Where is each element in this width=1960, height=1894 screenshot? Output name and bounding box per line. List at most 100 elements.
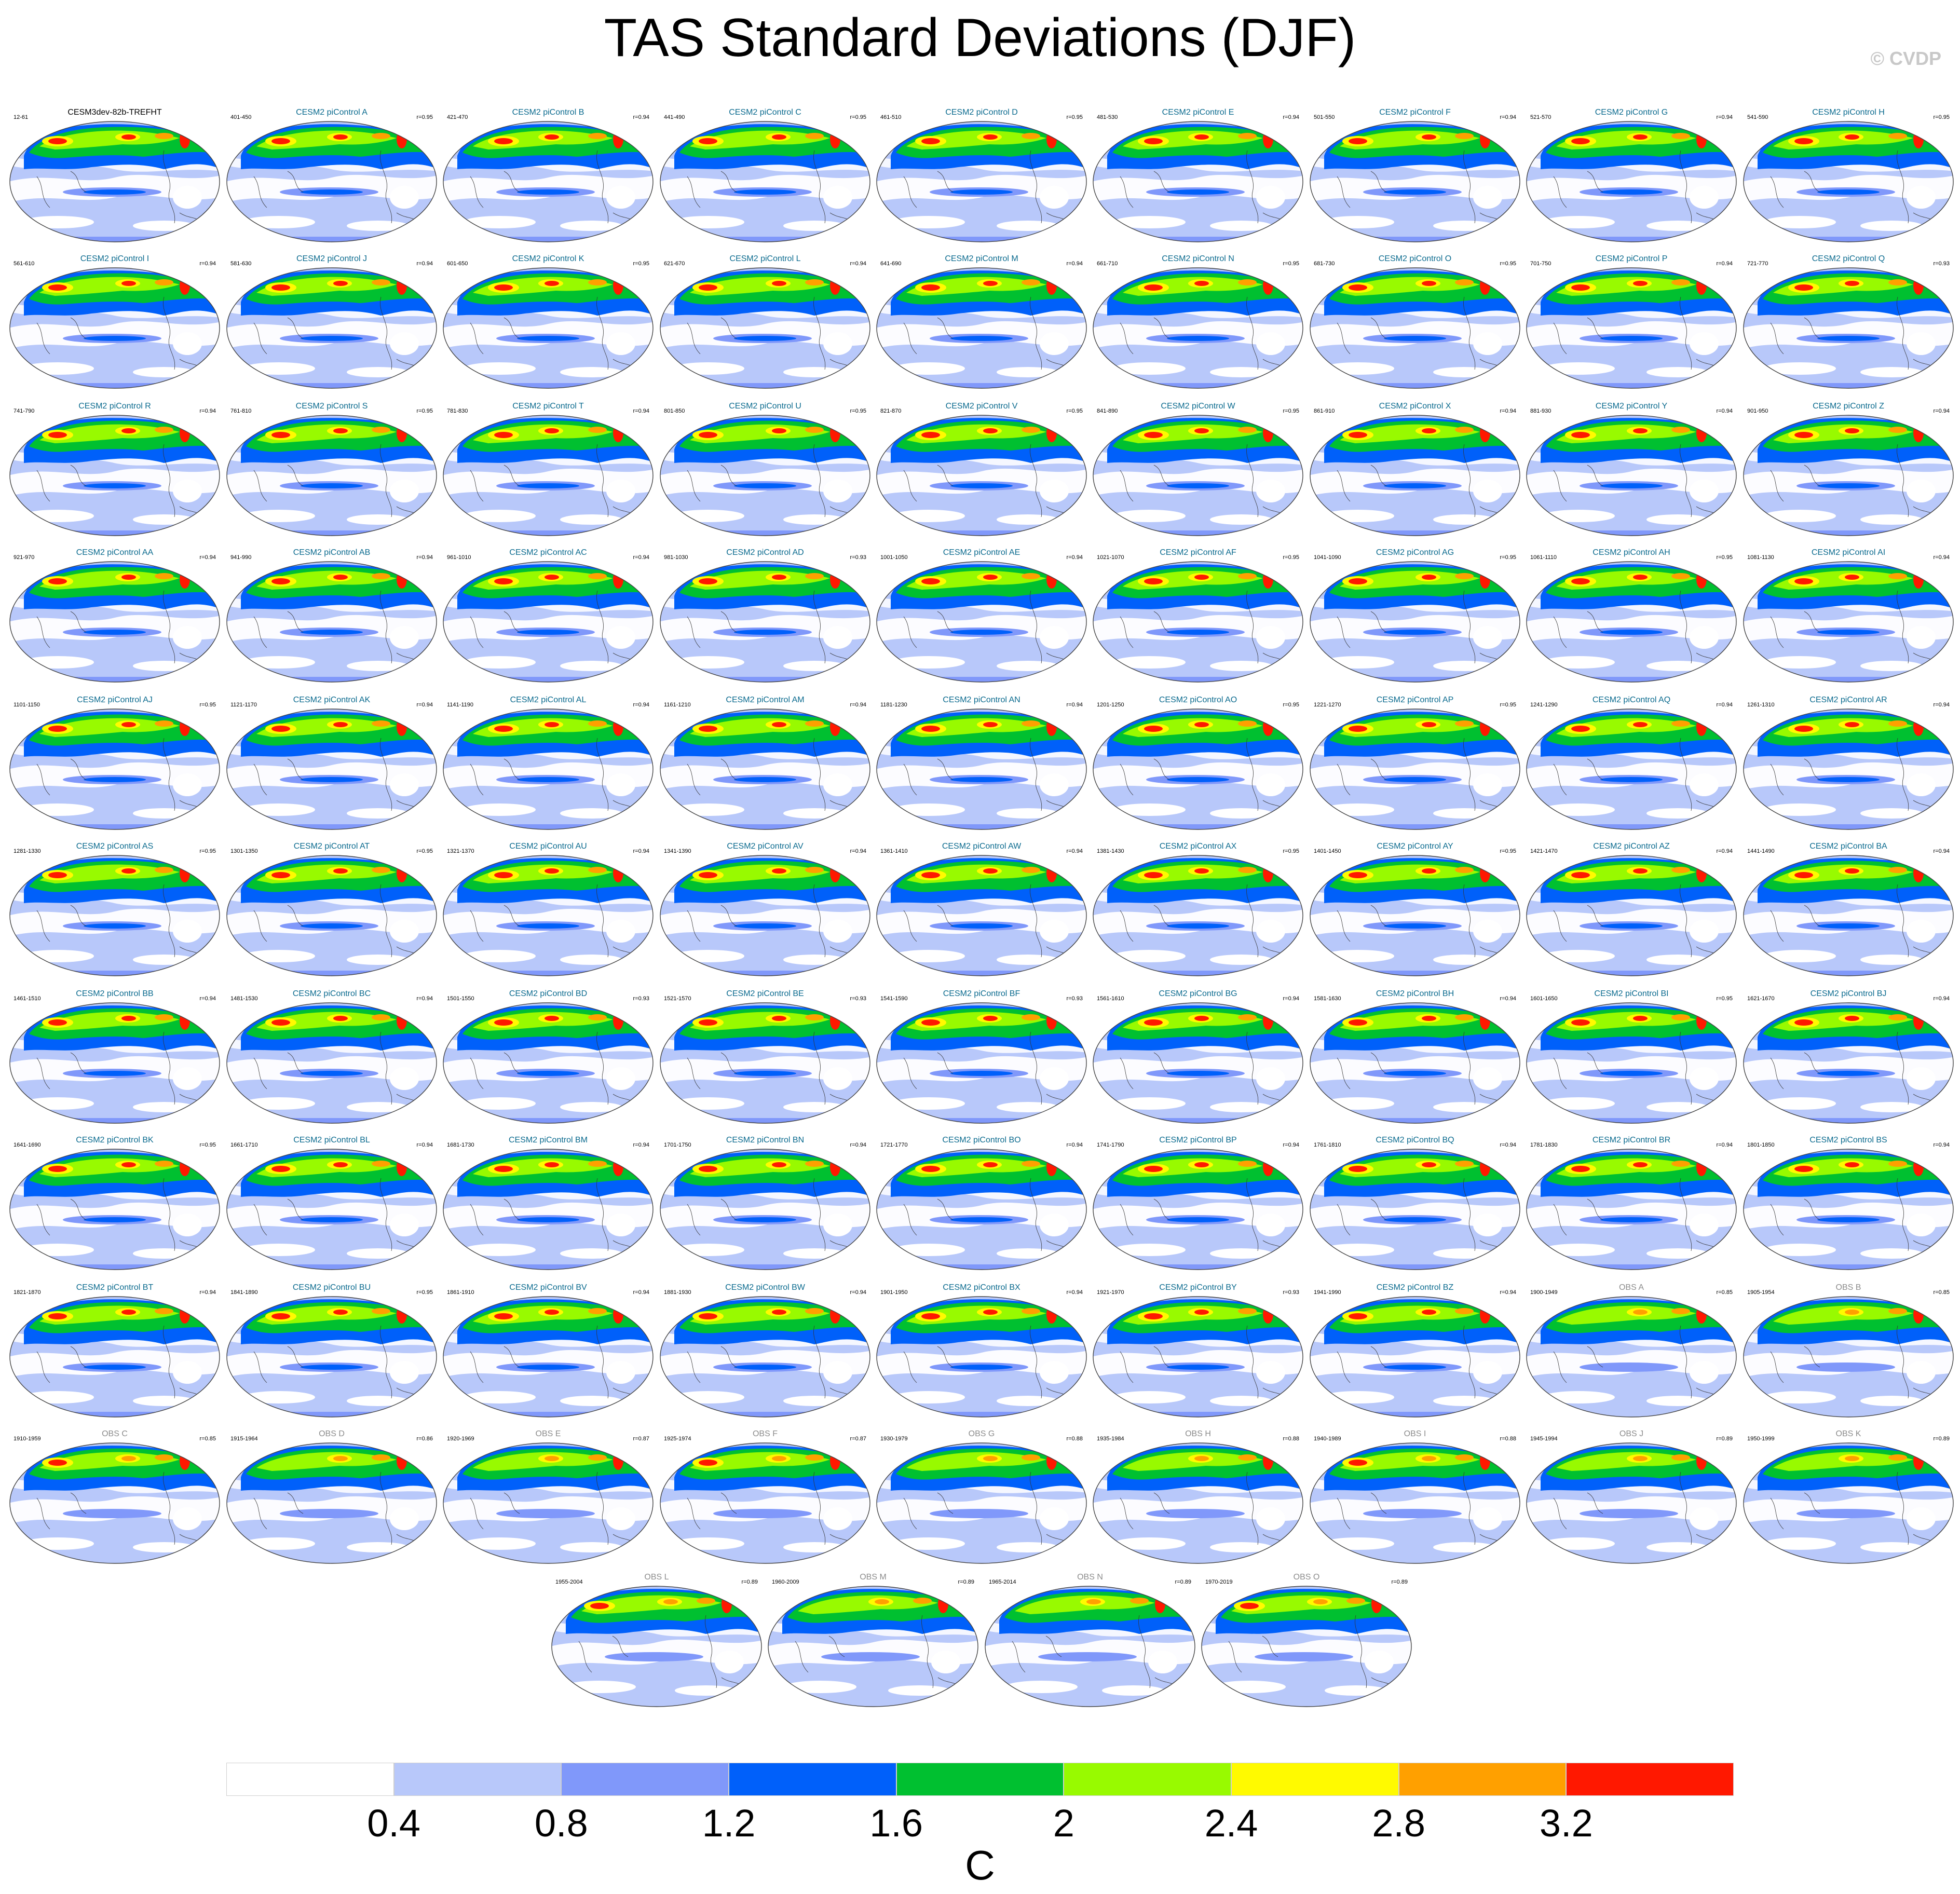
low-variance-patch bbox=[1256, 480, 1285, 502]
global-map bbox=[1093, 267, 1303, 389]
panel-years: 721-770 bbox=[1747, 261, 1768, 267]
panel-pattern-correlation: r=0.94 bbox=[1716, 1142, 1733, 1148]
global-map bbox=[443, 267, 654, 389]
panel-title: CESM2 piControl AC bbox=[509, 548, 587, 557]
panel-title: CESM2 piControl BY bbox=[1159, 1283, 1237, 1292]
low-variance-patch bbox=[1040, 186, 1069, 209]
max-variance-patch bbox=[155, 427, 173, 433]
global-map bbox=[1093, 121, 1303, 242]
panel-title: CESM2 piControl BG bbox=[1159, 989, 1237, 998]
nh-land-level-3 bbox=[1231, 1595, 1371, 1614]
max-variance-core bbox=[48, 872, 67, 878]
colorbar-tick-label: 0.4 bbox=[367, 1802, 421, 1845]
panel-title: CESM2 piControl D bbox=[945, 108, 1018, 117]
map-outline bbox=[876, 1442, 1087, 1564]
global-map bbox=[443, 1002, 654, 1124]
max-variance-patch bbox=[588, 1308, 607, 1314]
max-variance-core bbox=[772, 1310, 786, 1315]
panel-title: CESM2 piControl BD bbox=[509, 989, 588, 998]
low-variance-patch bbox=[1322, 510, 1394, 522]
panel-pattern-correlation: r=0.94 bbox=[850, 261, 867, 267]
low-variance-patch bbox=[892, 1537, 965, 1550]
low-variance-patch bbox=[242, 803, 315, 816]
low-variance-patch bbox=[560, 1102, 622, 1112]
max-variance-patch bbox=[588, 1454, 607, 1461]
panel-title: CESM2 piControl BH bbox=[1376, 989, 1454, 998]
panel-pattern-correlation: r=0.94 bbox=[1933, 554, 1950, 561]
low-variance-patch bbox=[1210, 661, 1272, 671]
southern-ocean-band bbox=[1093, 1412, 1303, 1417]
map-panel: CESM2 piControl BK 1641-1690 r=0.95 bbox=[8, 1136, 221, 1276]
coastline bbox=[1120, 150, 1284, 224]
low-variance-patch bbox=[1763, 510, 1836, 522]
low-variance-patch bbox=[560, 1542, 622, 1552]
map-panel: CESM2 piControl AE 1001-1050 r=0.94 bbox=[875, 548, 1088, 688]
panel-pattern-correlation: r=0.94 bbox=[199, 1289, 216, 1296]
coastline bbox=[687, 884, 851, 958]
low-variance-patch bbox=[1763, 1537, 1836, 1550]
panel-title: CESM2 piControl L bbox=[729, 254, 801, 263]
low-variance-patch bbox=[1763, 803, 1836, 816]
map-outline bbox=[443, 1002, 654, 1124]
enso-core bbox=[1817, 1365, 1880, 1370]
max-variance-core bbox=[121, 1016, 136, 1021]
max-variance-core bbox=[1349, 138, 1367, 144]
low-variance-patch bbox=[173, 480, 202, 502]
low-variance-patch bbox=[1325, 1685, 1387, 1696]
southern-ocean-band bbox=[877, 677, 1086, 682]
low-variance-patch bbox=[1473, 1214, 1502, 1236]
max-variance-patch bbox=[1238, 279, 1257, 285]
low-variance-patch bbox=[1210, 1102, 1272, 1112]
max-variance-core bbox=[333, 428, 348, 433]
southern-ocean-band bbox=[1527, 677, 1736, 682]
map-panel: OBS D 1915-1964 r=0.86 bbox=[225, 1429, 438, 1570]
panel-years: 1841-1890 bbox=[230, 1289, 258, 1296]
enso-core bbox=[517, 189, 579, 195]
global-map bbox=[443, 1296, 654, 1418]
map-outline bbox=[1093, 1002, 1303, 1124]
low-variance-patch bbox=[390, 920, 419, 943]
southern-ocean-band bbox=[227, 383, 437, 388]
low-variance-patch bbox=[1542, 803, 1615, 816]
panel-years: 481-530 bbox=[1097, 114, 1118, 120]
low-variance-patch bbox=[463, 216, 536, 228]
panel-pattern-correlation: r=0.94 bbox=[1500, 996, 1517, 1002]
global-map bbox=[660, 561, 870, 683]
panel-title: CESM2 piControl BI bbox=[1594, 989, 1669, 998]
panel-years: 1001-1050 bbox=[880, 554, 908, 561]
low-variance-patch bbox=[931, 1651, 960, 1673]
panel-title: CESM2 piControl BJ bbox=[1810, 989, 1887, 998]
low-variance-patch bbox=[1113, 950, 1186, 962]
global-map bbox=[1093, 1442, 1303, 1564]
global-map bbox=[9, 561, 220, 683]
panel-title: CESM2 piControl AP bbox=[1376, 696, 1454, 704]
low-variance-patch bbox=[1473, 1067, 1502, 1090]
panel-pattern-correlation: r=0.95 bbox=[1500, 702, 1517, 708]
max-variance-core bbox=[983, 868, 998, 874]
max-variance-core bbox=[699, 726, 717, 732]
low-variance-patch bbox=[672, 803, 744, 816]
coastline bbox=[903, 1178, 1068, 1251]
map-outline bbox=[1526, 1296, 1737, 1418]
coastline bbox=[1770, 884, 1935, 958]
low-variance-patch bbox=[1113, 1244, 1186, 1256]
low-variance-patch bbox=[347, 661, 409, 671]
southern-ocean-band bbox=[877, 1118, 1086, 1123]
max-variance-core bbox=[1794, 284, 1813, 291]
southern-ocean-band bbox=[552, 1701, 761, 1707]
global-map bbox=[9, 267, 220, 389]
max-variance-core bbox=[1633, 1016, 1648, 1021]
low-variance-patch bbox=[1690, 920, 1719, 943]
panel-years: 1881-1930 bbox=[664, 1289, 691, 1296]
low-variance-patch bbox=[1646, 1102, 1709, 1112]
panel-pattern-correlation: r=0.94 bbox=[1066, 848, 1083, 854]
global-map bbox=[226, 267, 437, 389]
max-variance-core bbox=[983, 1016, 998, 1021]
map-panel: OBS F 1925-1974 r=0.87 bbox=[659, 1429, 872, 1570]
global-map bbox=[660, 121, 870, 242]
panel-title: CESM2 piControl AM bbox=[726, 696, 805, 704]
southern-ocean-band bbox=[1202, 1701, 1411, 1707]
max-variance-core bbox=[333, 134, 348, 140]
low-variance-patch bbox=[1763, 1391, 1836, 1404]
map-panel: CESM2 piControl L 621-670 r=0.94 bbox=[659, 254, 872, 394]
